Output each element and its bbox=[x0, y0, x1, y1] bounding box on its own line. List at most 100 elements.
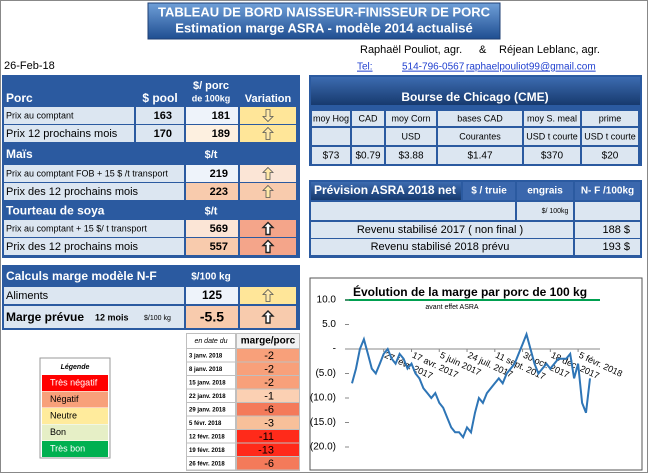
legend-swatch bbox=[42, 408, 108, 424]
chart-box bbox=[309, 277, 643, 471]
value: 188 $ bbox=[602, 224, 630, 236]
cell bbox=[4, 306, 184, 328]
unit: USD bbox=[401, 131, 421, 141]
cell bbox=[187, 376, 235, 389]
unit: USD t courte bbox=[526, 131, 578, 141]
y-tick-label: (10.0) bbox=[310, 393, 336, 404]
value: -3 bbox=[264, 417, 274, 429]
cell bbox=[311, 239, 573, 255]
cell bbox=[438, 147, 522, 164]
value: 125 bbox=[202, 288, 222, 302]
legend-item: Très bon bbox=[50, 443, 85, 453]
cell bbox=[311, 202, 515, 220]
row-label: Prix 12 prochains mois bbox=[6, 128, 118, 140]
column-header: $ pool bbox=[142, 91, 177, 105]
column-header: de 100kg bbox=[192, 93, 231, 103]
cell bbox=[186, 183, 238, 200]
legend-swatch bbox=[42, 424, 108, 441]
value: -5.5 bbox=[200, 309, 224, 325]
section-header: Porc bbox=[6, 91, 33, 105]
cell bbox=[582, 147, 638, 164]
y-tick-label: 5.0 bbox=[322, 319, 336, 330]
cell bbox=[352, 147, 384, 164]
value: -2 bbox=[264, 363, 274, 375]
arrow-icon bbox=[261, 310, 275, 324]
cell bbox=[237, 457, 299, 470]
cell bbox=[575, 202, 640, 220]
date-cell: 15 janv. 2018 bbox=[189, 381, 226, 387]
arrow-icon bbox=[261, 221, 275, 236]
column-header: N- F /100kg bbox=[581, 186, 634, 197]
cell bbox=[4, 287, 184, 304]
column-header: prime bbox=[599, 113, 622, 123]
section-header: Tourteau de soya bbox=[6, 204, 105, 218]
value: 170 bbox=[154, 128, 172, 140]
cell bbox=[187, 362, 235, 375]
cell bbox=[237, 430, 299, 443]
cell bbox=[386, 128, 436, 145]
date-cell: 8 janv. 2018 bbox=[189, 367, 223, 373]
cell bbox=[186, 287, 238, 304]
cell bbox=[187, 443, 235, 456]
arrow-icon bbox=[262, 126, 274, 140]
arrow-icon bbox=[262, 288, 274, 302]
legend-item: Très négatif bbox=[50, 377, 98, 387]
section-header: Maïs bbox=[6, 147, 33, 161]
section-header: Calculs marge modèle N-F bbox=[6, 269, 157, 283]
row-label: Prix des 12 prochains mois bbox=[6, 186, 139, 198]
cell bbox=[186, 125, 238, 142]
cell bbox=[582, 111, 638, 126]
row-label: Revenu stabilisé 2018 prévu bbox=[371, 241, 510, 253]
row-note: 12 mois bbox=[95, 312, 129, 322]
unit: Courantes bbox=[459, 131, 501, 141]
column-header: moy Hog bbox=[313, 113, 349, 123]
cell bbox=[312, 147, 350, 164]
date-cell: 5 févr. 2018 bbox=[189, 421, 222, 427]
cell bbox=[352, 111, 384, 126]
row-label: Revenu stabilisé 2017 ( non final ) bbox=[357, 224, 523, 236]
cell bbox=[575, 222, 640, 238]
cell bbox=[237, 334, 299, 348]
value: -6 bbox=[264, 458, 274, 470]
value: 181 bbox=[212, 110, 230, 122]
date-cell: 3 janv. 2018 bbox=[189, 354, 223, 360]
legend-swatch bbox=[42, 441, 108, 457]
legend-item: Bon bbox=[50, 427, 66, 437]
date: 26-Feb-18 bbox=[4, 60, 55, 72]
value: $3.88 bbox=[398, 151, 423, 162]
row-label: Prix au comptant bbox=[6, 110, 74, 120]
row-label: Aliments bbox=[6, 290, 49, 302]
column-header: bases CAD bbox=[457, 113, 503, 123]
cell bbox=[517, 182, 573, 200]
column-header: $ / truie bbox=[471, 186, 507, 197]
arrow-icon bbox=[261, 239, 275, 254]
value: -2 bbox=[264, 350, 274, 362]
value: $370 bbox=[541, 151, 564, 162]
cell bbox=[438, 111, 522, 126]
y-tick-label: 10.0 bbox=[317, 295, 337, 306]
cell bbox=[352, 128, 384, 145]
author: Réjean Leblanc, agr. bbox=[499, 44, 600, 56]
legend-title: Légende bbox=[61, 364, 90, 371]
cell bbox=[237, 416, 299, 429]
value: $20 bbox=[602, 151, 619, 162]
row-unit: $/100 kg bbox=[144, 315, 171, 322]
subtitle: Estimation marge ASRA - modèle 2014 actu… bbox=[175, 20, 472, 35]
value: 223 bbox=[210, 186, 228, 198]
panel-title-bg bbox=[311, 77, 640, 105]
y-tick-label: (20.0) bbox=[310, 442, 336, 453]
value: -13 bbox=[258, 444, 274, 456]
cell bbox=[186, 238, 238, 255]
cell bbox=[575, 239, 640, 255]
cell bbox=[186, 165, 238, 182]
cell bbox=[4, 125, 134, 142]
cell bbox=[4, 107, 134, 124]
column-header: marge/porc bbox=[241, 336, 296, 347]
column-header: $/ porc bbox=[193, 80, 229, 92]
chart-subtitle: avant effet ASRA bbox=[425, 304, 479, 311]
cell bbox=[237, 362, 299, 375]
column-header: $/t bbox=[205, 205, 218, 217]
title-box bbox=[147, 2, 501, 40]
